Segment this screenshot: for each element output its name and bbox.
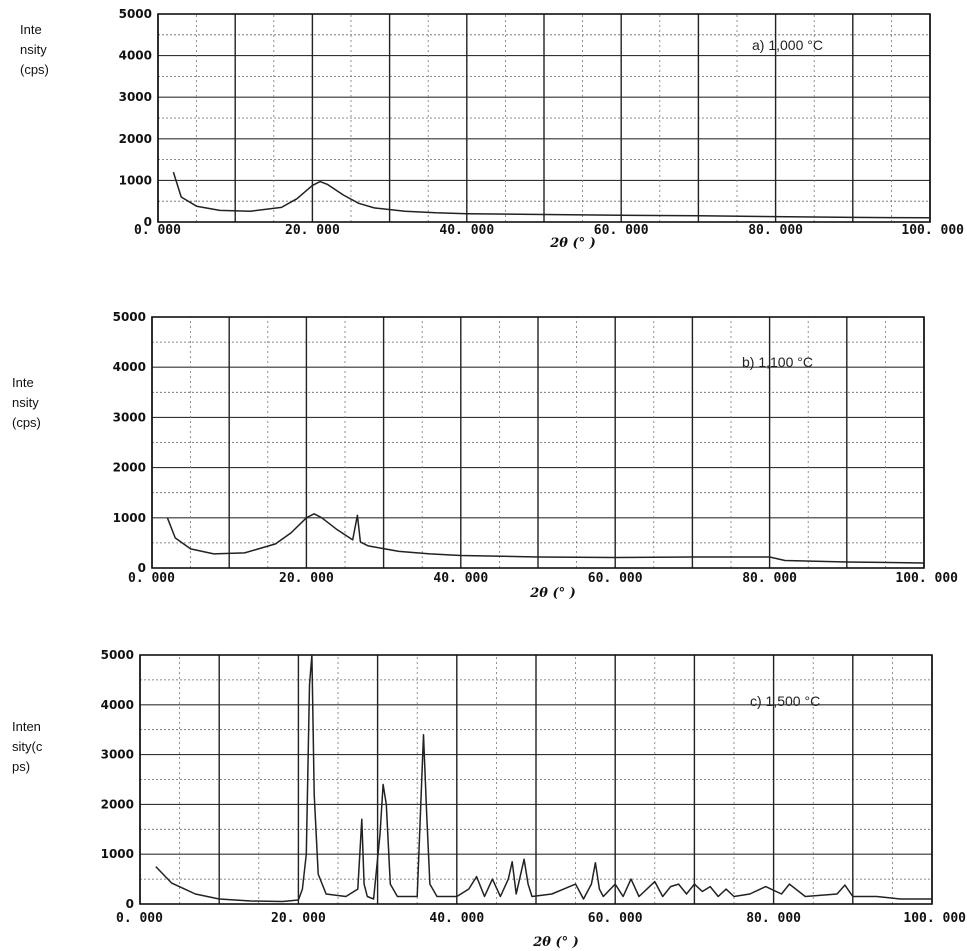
plot-frame-c <box>139 654 933 905</box>
y-axis-label-c-line-3: ps) <box>12 759 31 774</box>
x-tick-label-a: 0. 000 <box>134 223 181 238</box>
x-tick-label-a: 100. 000 <box>901 223 964 238</box>
plot-frame-a <box>157 13 931 223</box>
x-tick-label-c: 80. 000 <box>746 911 801 926</box>
panel-a: 0 1000 2000 3000 4000 5000 0. 000 20. 000 40. 00… <box>119 7 965 251</box>
y-tick-label-a: 5000 <box>119 7 152 21</box>
x-tick-label-a: 20. 000 <box>285 223 340 238</box>
y-axis-label-b-line-3: (cps) <box>12 415 41 430</box>
y-tick-label-c: 3000 <box>101 748 134 762</box>
x-axis-label-a: 2θ (° ) <box>549 236 596 251</box>
x-tick-label-a: 60. 000 <box>594 223 649 238</box>
y-axis-label-c: Inten sity(c ps) <box>12 717 42 777</box>
x-tick-label-c: 100. 000 <box>903 911 966 926</box>
y-tick-label-b: 5000 <box>113 310 146 324</box>
panel-title-b: b) 1,100 °C <box>742 354 813 370</box>
series-line-b <box>166 513 925 564</box>
y-axis-label-b: Inte nsity (cps) <box>12 373 41 433</box>
y-tick-label-c: 5000 <box>101 648 134 662</box>
panel-c: 0 1000 2000 3000 4000 5000 0. 000 20. 000 40. 00… <box>101 648 967 950</box>
y-tick-label-a: 2000 <box>119 132 152 146</box>
y-axis-label-c-line-2: sity(c <box>12 739 43 754</box>
y-axis-label-b-line-1: Inte <box>12 375 34 390</box>
x-tick-label-a: 40. 000 <box>439 223 494 238</box>
x-tick-label-b: 20. 000 <box>279 571 334 586</box>
x-tick-label-c: 0. 000 <box>116 911 163 926</box>
series-line-c <box>155 654 932 903</box>
x-tick-label-b: 100. 000 <box>895 571 958 586</box>
x-tick-label-a: 80. 000 <box>748 223 803 238</box>
y-axis-label-a: Inte nsity (cps) <box>20 20 49 80</box>
x-tick-label-c: 60. 000 <box>588 911 643 926</box>
y-tick-label-a: 4000 <box>119 49 152 63</box>
y-axis-label-a-line-1: Inte <box>20 22 42 37</box>
x-axis-label-c: 2θ (° ) <box>532 935 579 950</box>
x-tick-label-b: 60. 000 <box>588 571 643 586</box>
y-axis-label-a-line-3: (cps) <box>20 62 49 77</box>
y-tick-label-c: 1000 <box>101 847 134 861</box>
y-tick-label-c: 2000 <box>101 797 134 811</box>
series-line-a <box>172 171 931 219</box>
panel-title-c: c) 1,500 °C <box>750 693 820 709</box>
y-tick-label-c: 0 <box>126 897 134 911</box>
x-axis-label-b: 2θ (° ) <box>529 586 576 601</box>
y-axis-label-a-line-2: nsity <box>20 42 47 57</box>
y-tick-label-a: 0 <box>144 215 152 229</box>
panel-title-a: a) 1,000 °C <box>752 37 823 53</box>
x-tick-label-b: 0. 000 <box>128 571 175 586</box>
y-tick-label-b: 3000 <box>113 410 146 424</box>
plot-frame-b <box>151 316 925 569</box>
y-axis-label-b-line-2: nsity <box>12 395 39 410</box>
x-tick-label-b: 40. 000 <box>433 571 488 586</box>
panel-b: 0 1000 2000 3000 4000 5000 0. 000 20. 000 40. 00… <box>113 310 959 601</box>
y-tick-label-b: 4000 <box>113 360 146 374</box>
y-tick-label-b: 2000 <box>113 461 146 475</box>
y-tick-label-a: 1000 <box>119 173 152 187</box>
x-tick-label-b: 80. 000 <box>742 571 797 586</box>
x-tick-label-c: 40. 000 <box>429 911 484 926</box>
y-tick-label-b: 1000 <box>113 511 146 525</box>
y-axis-label-c-line-1: Inten <box>12 719 41 734</box>
y-tick-label-a: 3000 <box>119 90 152 104</box>
x-tick-label-c: 20. 000 <box>271 911 326 926</box>
y-tick-label-c: 4000 <box>101 698 134 712</box>
y-tick-label-b: 0 <box>138 561 146 575</box>
